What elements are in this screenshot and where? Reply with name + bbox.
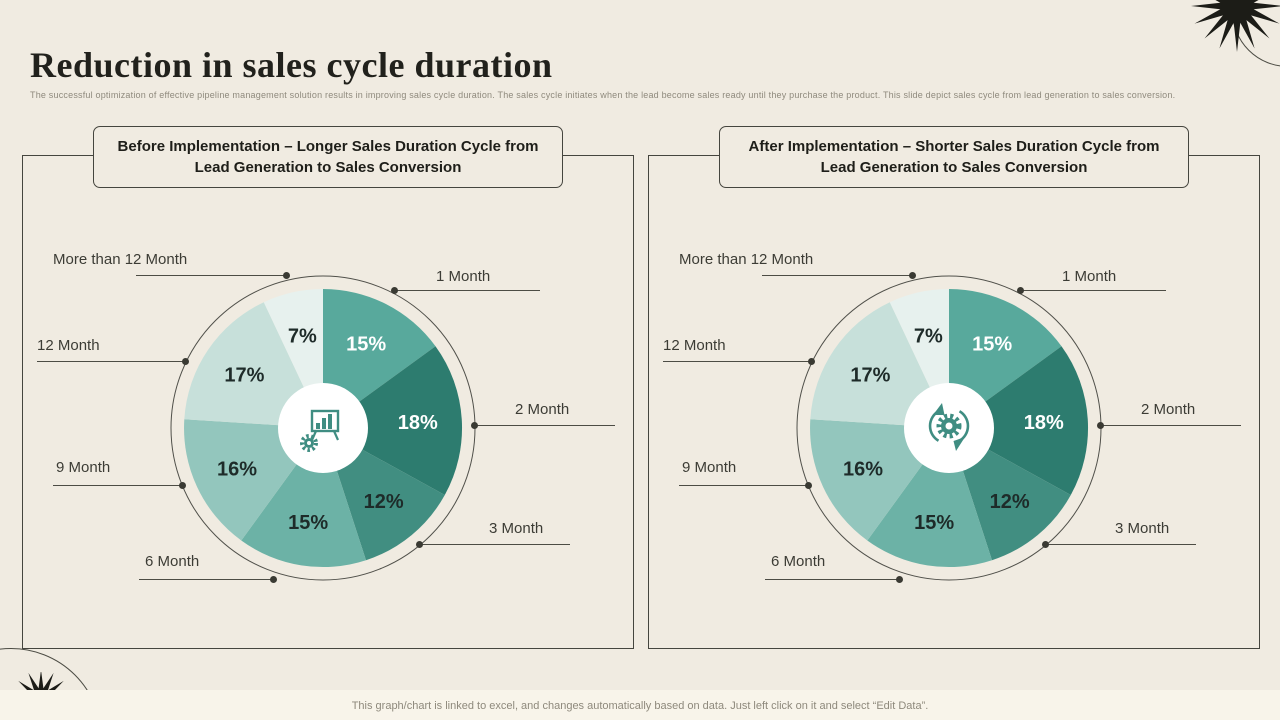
label-6-month: 6 Month	[771, 553, 826, 570]
after-panel-title: After Implementation – Shorter Sales Dur…	[719, 126, 1189, 188]
leader-dot	[1042, 541, 1049, 548]
svg-text:15%: 15%	[288, 512, 328, 534]
leader-line	[663, 361, 813, 362]
svg-text:12%: 12%	[990, 491, 1030, 513]
svg-text:16%: 16%	[217, 458, 257, 480]
footer-band	[0, 690, 1280, 720]
leader-dot	[182, 358, 189, 365]
leader-line	[139, 579, 275, 580]
leader-dot	[270, 576, 277, 583]
svg-text:15%: 15%	[914, 512, 954, 534]
svg-text:7%: 7%	[914, 325, 943, 347]
process-gears-icon	[921, 400, 977, 456]
leader-dot	[391, 287, 398, 294]
leader-line	[765, 579, 901, 580]
leader-line	[395, 290, 540, 291]
leader-dot	[283, 272, 290, 279]
leader-dot	[1017, 287, 1024, 294]
leader-dot	[808, 358, 815, 365]
leader-line	[53, 485, 185, 486]
label-3-month: 3 Month	[489, 520, 544, 537]
blueprint-gear-icon	[295, 400, 351, 456]
svg-text:16%: 16%	[843, 458, 883, 480]
svg-text:7%: 7%	[288, 325, 317, 347]
leader-line	[679, 485, 811, 486]
svg-text:17%: 17%	[224, 365, 264, 387]
leader-dot	[471, 422, 478, 429]
label-12-month: 12 Month	[663, 337, 726, 354]
after-panel: After Implementation – Shorter Sales Dur…	[648, 126, 1260, 649]
label-9-month: 9 Month	[682, 459, 737, 476]
page-title: Reduction in sales cycle duration	[30, 45, 553, 86]
leader-line	[1021, 290, 1166, 291]
label-more-than-12-month: More than 12 Month	[679, 251, 814, 268]
label-12-month: 12 Month	[37, 337, 100, 354]
before-panel-title: Before Implementation – Longer Sales Dur…	[93, 126, 563, 188]
leader-line	[37, 361, 187, 362]
svg-text:15%: 15%	[972, 333, 1012, 355]
label-1-month: 1 Month	[1062, 268, 1117, 285]
starburst-icon	[1191, 0, 1280, 52]
svg-text:18%: 18%	[398, 412, 438, 434]
leader-dot	[896, 576, 903, 583]
leader-dot	[416, 541, 423, 548]
leader-line	[475, 425, 615, 426]
leader-line	[420, 544, 570, 545]
leader-line	[136, 275, 288, 276]
svg-text:12%: 12%	[364, 491, 404, 513]
label-2-month: 2 Month	[1141, 401, 1196, 418]
footer-note: This graph/chart is linked to excel, and…	[351, 700, 929, 712]
leader-dot	[805, 482, 812, 489]
before-panel: Before Implementation – Longer Sales Dur…	[22, 126, 634, 649]
page-subtitle: The successful optimization of effective…	[30, 90, 1176, 100]
label-9-month: 9 Month	[56, 459, 111, 476]
label-1-month: 1 Month	[436, 268, 491, 285]
label-2-month: 2 Month	[515, 401, 570, 418]
svg-text:17%: 17%	[850, 365, 890, 387]
leader-dot	[909, 272, 916, 279]
leader-dot	[179, 482, 186, 489]
label-3-month: 3 Month	[1115, 520, 1170, 537]
label-6-month: 6 Month	[145, 553, 200, 570]
label-more-than-12-month: More than 12 Month	[53, 251, 188, 268]
leader-line	[1046, 544, 1196, 545]
svg-text:15%: 15%	[346, 333, 386, 355]
leader-line	[762, 275, 914, 276]
leader-line	[1101, 425, 1241, 426]
leader-dot	[1097, 422, 1104, 429]
svg-text:18%: 18%	[1024, 412, 1064, 434]
